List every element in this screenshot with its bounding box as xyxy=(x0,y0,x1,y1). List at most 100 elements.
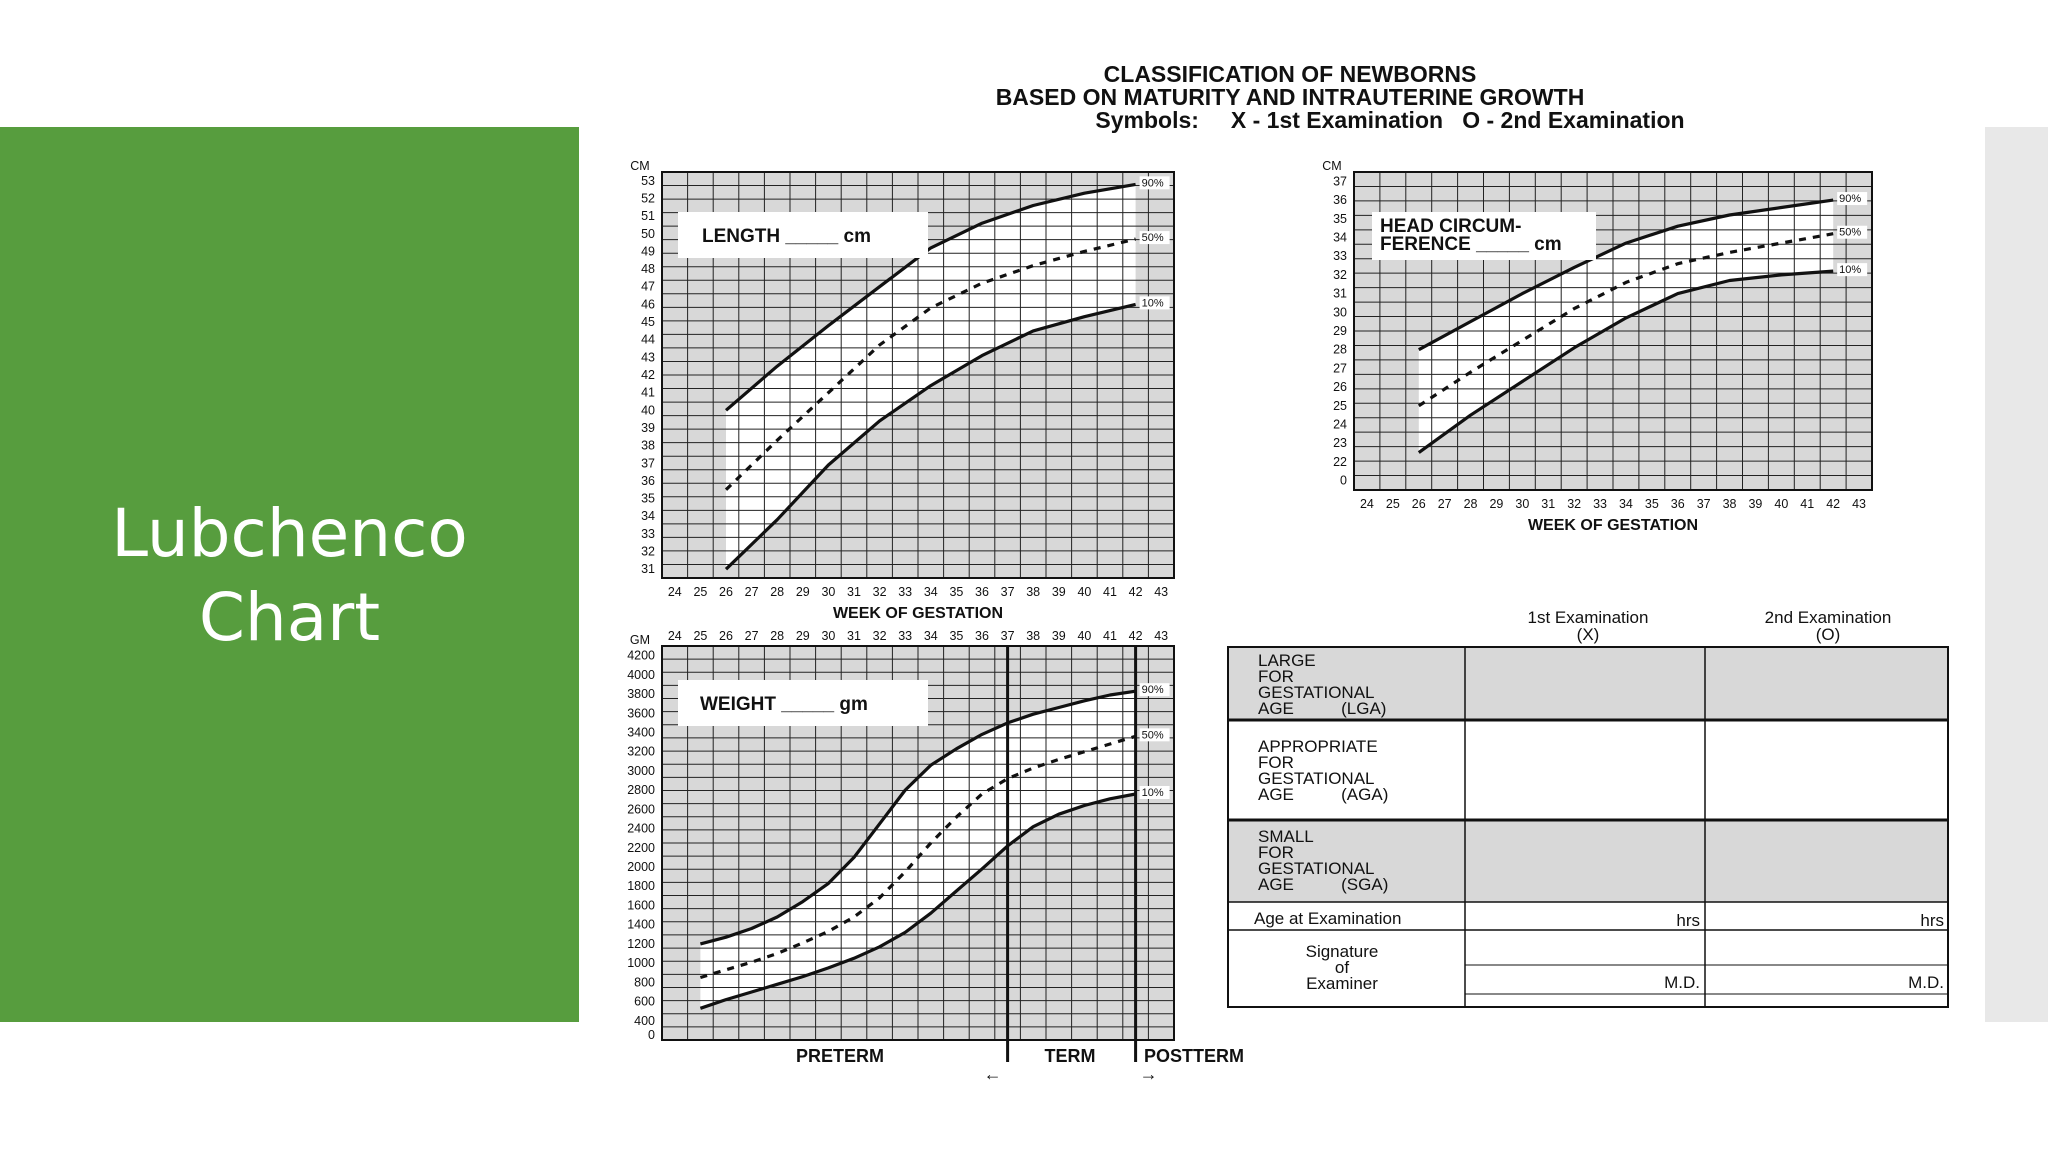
x-axis-title: WEEK OF GESTATION xyxy=(833,605,1003,622)
pct-label-bg xyxy=(1139,231,1170,245)
y-tick-label: 23 xyxy=(1333,436,1347,450)
y-tick-label: 47 xyxy=(641,280,655,294)
weight-label: WEIGHT _____ gm xyxy=(700,694,868,715)
lga-label-line2: FOR xyxy=(1258,667,1294,686)
y-tick-label: 36 xyxy=(641,474,655,488)
series-line-10pct xyxy=(699,792,1136,1010)
x-tick-label: 40 xyxy=(1077,585,1091,599)
x-tick-label-top: 27 xyxy=(745,629,759,643)
x-tick-label-top: 40 xyxy=(1077,629,1091,643)
sga-row-bg xyxy=(1228,820,1948,902)
table-col2-header-line2: (O) xyxy=(1816,625,1841,644)
y-tick-label: 52 xyxy=(641,191,655,205)
arrow-left-icon: ← xyxy=(984,1064,1002,1084)
x-tick-label: 43 xyxy=(1852,497,1866,511)
x-tick-label: 39 xyxy=(1748,497,1762,511)
y-tick-label: 600 xyxy=(634,995,655,1009)
age-at-examination-label: Age at Examination xyxy=(1254,909,1401,928)
series-line-50pct xyxy=(1417,232,1834,408)
lga-label: LARGE FOR GESTATIONAL AGE (LGA) xyxy=(1258,651,1386,718)
y-tick-label: 24 xyxy=(1333,418,1347,432)
head-circumference-chart: 24 25 26 27 28 29 30 31 32 33 34 35 36 37 38 39 40 41 42 43… xyxy=(1322,159,1873,534)
x-tick-label: 25 xyxy=(1386,497,1400,511)
series-line-10pct xyxy=(1417,269,1834,454)
aga-row-bg xyxy=(1228,720,1948,820)
y-tick-label: 27 xyxy=(1333,361,1347,375)
x-tick-label: 25 xyxy=(693,585,707,599)
arrow-right-icon: → xyxy=(1140,1064,1158,1084)
x-tick-label-top: 28 xyxy=(770,629,784,643)
x-tick-label: 36 xyxy=(975,585,989,599)
x-tick-label-top: 37 xyxy=(1001,629,1015,643)
x-tick-label: 33 xyxy=(1593,497,1607,511)
series-line-90pct xyxy=(699,689,1136,946)
x-tick-label-top: 32 xyxy=(873,629,887,643)
length-label-box xyxy=(678,212,928,258)
pct-label-bg xyxy=(1139,176,1170,190)
x-tick-label: 43 xyxy=(1154,585,1168,599)
y-tick-label: 0 xyxy=(1340,474,1347,488)
y-tick-label: 3200 xyxy=(627,745,655,759)
x-tick-label: 31 xyxy=(847,585,861,599)
x-axis-title: WEEK OF GESTATION xyxy=(1528,517,1698,534)
y-tick-label: 1400 xyxy=(627,918,655,932)
normal-range-band xyxy=(1418,200,1834,453)
plot-border xyxy=(1353,171,1873,491)
x-tick-label: 31 xyxy=(1541,497,1555,511)
y-tick-label: 4200 xyxy=(627,649,655,663)
x-tick-label: 32 xyxy=(1567,497,1581,511)
head-label-line2: FERENCE _____ cm xyxy=(1380,234,1562,255)
md-label-1: M.D. xyxy=(1664,973,1700,992)
x-tick-label: 34 xyxy=(1619,497,1633,511)
right-gray-strip xyxy=(1985,127,2048,1022)
y-tick-label: 38 xyxy=(641,439,655,453)
sga-label-line3: GESTATIONAL xyxy=(1258,859,1375,878)
y-tick-label: 2000 xyxy=(627,860,655,874)
y-tick-label: 34 xyxy=(641,509,655,523)
x-tick-label: 26 xyxy=(1412,497,1426,511)
x-tick-label: 37 xyxy=(1697,497,1711,511)
y-tick-label: 39 xyxy=(641,421,655,435)
pct-label-10pct: 10% xyxy=(1839,264,1861,276)
x-tick-label-top: 35 xyxy=(949,629,963,643)
pct-label-90pct: 90% xyxy=(1142,684,1164,696)
y-tick-label: 37 xyxy=(641,456,655,470)
x-tick-label: 35 xyxy=(1645,497,1659,511)
title-panel xyxy=(0,127,579,1022)
x-tick-label: 30 xyxy=(1515,497,1529,511)
preterm-label: PRETERM xyxy=(796,1046,884,1066)
x-tick-label: 35 xyxy=(949,585,963,599)
head-label-line1: HEAD CIRCUM- xyxy=(1380,216,1521,237)
y-tick-label: 29 xyxy=(1333,324,1347,338)
y-tick-label: 51 xyxy=(641,209,655,223)
signature-label-line1: Signature xyxy=(1306,942,1379,961)
pct-label-50pct: 50% xyxy=(1839,227,1861,239)
y-tick-label: 33 xyxy=(1333,249,1347,263)
header-line3: Symbols: X - 1st Examination O - 2nd Exa… xyxy=(1095,107,1684,133)
x-tick-label-top: 24 xyxy=(668,629,682,643)
x-tick-label: 34 xyxy=(924,585,938,599)
sga-label-line4: AGE (SGA) xyxy=(1258,875,1388,894)
table-border xyxy=(1227,646,1949,1008)
x-tick-label-top: 38 xyxy=(1026,629,1040,643)
length-chart: 24 25 26 27 28 29 30 31 32 33 34 35 36 37 38 39 40 41 42 43… xyxy=(630,159,1175,622)
x-tick-label-top: 29 xyxy=(796,629,810,643)
y-tick-label: 46 xyxy=(641,297,655,311)
x-tick-label-top: 26 xyxy=(719,629,733,643)
y-tick-label: 3000 xyxy=(627,764,655,778)
aga-label: APPROPRIATE FOR GESTATIONAL AGE (AGA) xyxy=(1258,737,1388,804)
x-tick-label-top: 43 xyxy=(1154,629,1168,643)
header-line2: BASED ON MATURITY AND INTRAUTERINE GROWT… xyxy=(996,84,1585,110)
x-tick-label: 33 xyxy=(898,585,912,599)
x-tick-label: 39 xyxy=(1052,585,1066,599)
x-tick-label: 24 xyxy=(1360,497,1374,511)
x-tick-label: 42 xyxy=(1129,585,1143,599)
y-tick-label: 4000 xyxy=(627,668,655,682)
y-tick-label: 1600 xyxy=(627,898,655,912)
y-tick-label: 32 xyxy=(1333,268,1347,282)
aga-label-line3: GESTATIONAL xyxy=(1258,769,1375,788)
x-tick-label-top: 34 xyxy=(924,629,938,643)
pct-label-bg xyxy=(1837,225,1868,239)
pct-label-bg xyxy=(1837,192,1868,206)
